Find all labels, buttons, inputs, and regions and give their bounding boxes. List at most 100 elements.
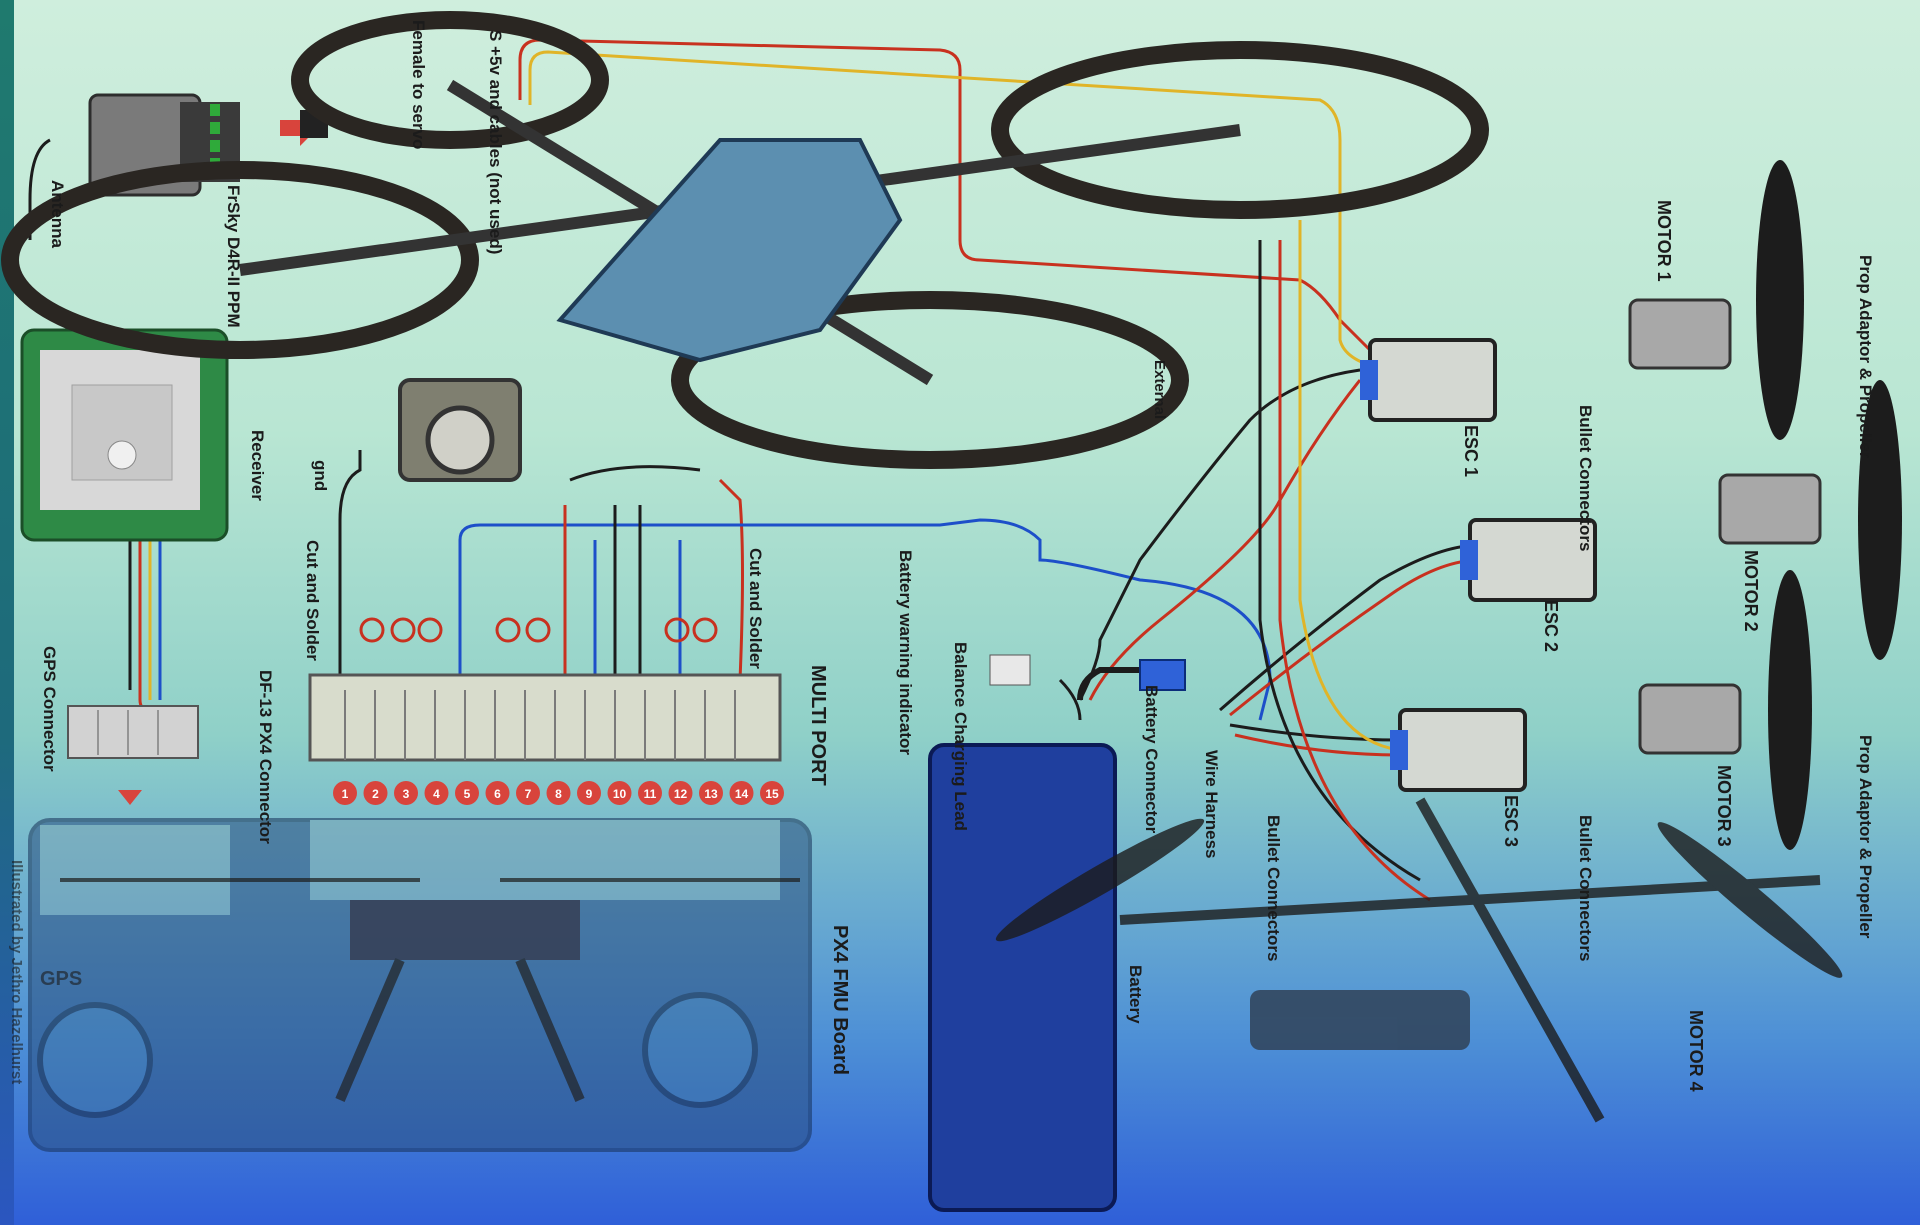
- yellow-wire-long: [1298, 220, 1401, 752]
- harness-black-2: [1219, 543, 1481, 712]
- propeller-1: [1756, 160, 1804, 440]
- pin-badge: [577, 781, 601, 805]
- pin-number: 12: [674, 787, 688, 801]
- pin-badge: [455, 781, 479, 805]
- quadcopter-bottom-left: [60, 878, 800, 1102]
- pin-badge: [333, 781, 357, 805]
- label-bullet-connectors-1: Bullet Connectors: [1264, 815, 1283, 961]
- label-cut-solder-right: Cut and Solder: [746, 548, 765, 669]
- esc-1: [1360, 338, 1497, 422]
- px4-board: [28, 818, 812, 1152]
- quadcopter-top: [1, 11, 1489, 482]
- pin-number: 13: [704, 787, 718, 801]
- pin-badge: [546, 781, 571, 805]
- balance-plug: [989, 654, 1031, 686]
- pin-number: 4: [433, 787, 440, 801]
- left-edge-strip: [0, 0, 14, 1225]
- label-motor1: MOTOR 1: [1654, 200, 1674, 282]
- pin-number: 14: [735, 787, 749, 801]
- pin-number: 5: [464, 787, 471, 801]
- battery-connector-plug: [1139, 659, 1186, 691]
- balance-wire: [1058, 678, 1082, 721]
- label-battery: Battery: [1126, 965, 1145, 1024]
- pin-badge: [729, 781, 754, 805]
- pin-badge: [363, 781, 388, 805]
- battery-pack: [928, 654, 1186, 1212]
- gps-module: [20, 328, 229, 542]
- label-battery-connector: Battery Connector: [1142, 685, 1161, 834]
- pin-badge: [607, 781, 632, 805]
- pin-number: 2: [372, 787, 379, 801]
- pin-badges: 1 2 3 4 5 6 7 8 9 10 11 12 13 14 15: [333, 781, 784, 805]
- label-motor4: MOTOR 4: [1686, 1010, 1706, 1092]
- yellow-wire-top: [528, 50, 1381, 370]
- harness-black-1: [1078, 368, 1361, 701]
- harness-red-1: [1088, 379, 1362, 701]
- red-wire-cut: [718, 478, 744, 681]
- label-prop-adaptor-bottom: Prop Adaptor & Propeller: [1856, 735, 1875, 939]
- label-antenna: Antenna: [48, 180, 67, 249]
- esc-3: [1390, 708, 1527, 792]
- pin-number: 3: [403, 787, 410, 801]
- label-multi-port: MULTI PORT: [807, 665, 829, 786]
- quadcopter-bottom-right: [995, 797, 1843, 1123]
- label-servo-note: Female to servo: [409, 20, 428, 149]
- black-wire-long: [1258, 240, 1421, 882]
- label-receiver-model: FrSky D4R-II PPM: [224, 185, 243, 328]
- gps-connector: [67, 705, 199, 805]
- pin-badge: [516, 781, 540, 805]
- df13-connector: [308, 617, 782, 762]
- label-prop-adaptor-top: Prop Adaptor & Propeller: [1856, 255, 1875, 459]
- label-df13-connector: DF-13 PX4 Connector: [256, 670, 275, 844]
- label-motor2: MOTOR 2: [1741, 550, 1761, 632]
- harness-red-3: [1234, 733, 1401, 757]
- pin-number: 6: [494, 787, 501, 801]
- label-cut-solder-left: Cut and Solder: [303, 540, 322, 661]
- label-gnd: gnd: [311, 460, 330, 491]
- pin-number: 10: [613, 787, 627, 801]
- label-esc1: ESC 1: [1461, 425, 1481, 477]
- pin-badge: [638, 781, 662, 805]
- black-wire-mid: [569, 465, 701, 482]
- motor-3: [1638, 570, 1812, 850]
- pin-number: 1: [342, 787, 349, 801]
- black-wire-left: [338, 450, 362, 680]
- label-esc3: ESC 3: [1501, 795, 1521, 847]
- label-motor3: MOTOR 3: [1714, 765, 1734, 847]
- label-battery-warning: Battery warning indicator: [896, 550, 915, 755]
- label-illustrated-by: Illustrated by Jethro Hazelhurst: [8, 860, 25, 1084]
- label-bullet-connectors-3: Bullet Connectors: [1576, 815, 1595, 961]
- pin-badge: [394, 781, 418, 805]
- pin-number: 9: [586, 787, 593, 801]
- label-bullet-connectors-2: Bullet Connectors: [1576, 405, 1595, 551]
- label-gps-connector: GPS Connector: [40, 646, 59, 772]
- pin-badge: [424, 781, 449, 805]
- label-px4-board: PX4 FMU Board: [829, 925, 851, 1075]
- pin-badge: [668, 781, 693, 805]
- label-5v-note: S +5v and cables (not used): [486, 30, 505, 254]
- label-gps-board: GPS: [40, 968, 82, 990]
- label-wire-harness: Wire Harness: [1202, 750, 1221, 859]
- esc-2: [1460, 518, 1597, 602]
- red-wire-long: [1278, 240, 1431, 902]
- label-receiver: Receiver: [248, 430, 267, 501]
- wire-bundle: [28, 38, 1591, 902]
- propeller-2: [1858, 380, 1902, 660]
- labels: Antenna FrSky D4R-II PPM Receiver gnd Fe…: [8, 20, 1875, 1092]
- motor-1: [1628, 160, 1804, 440]
- motor-2: [1718, 380, 1902, 660]
- pin-badge: [760, 781, 784, 805]
- pin-badge: [699, 781, 723, 805]
- red-wire-top: [518, 38, 1382, 362]
- propeller-3: [1768, 570, 1812, 850]
- blue-wire-battery: [458, 518, 1272, 721]
- pin-number: 8: [555, 787, 562, 801]
- pin-number: 7: [525, 787, 532, 801]
- pin-number: 11: [644, 787, 657, 801]
- pin-number: 15: [765, 787, 779, 801]
- label-esc2: ESC 2: [1541, 600, 1561, 652]
- antenna-wire: [28, 138, 51, 240]
- pin-badge: [485, 781, 510, 805]
- harness-black-3: [1229, 723, 1401, 742]
